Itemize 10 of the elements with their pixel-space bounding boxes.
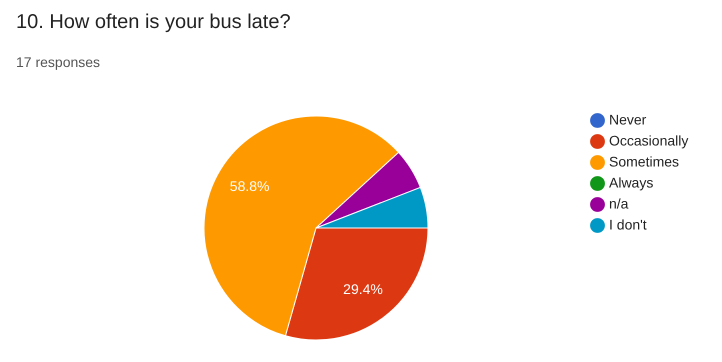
text: 17 responses xyxy=(16,54,100,70)
legend-label: Occasionally xyxy=(609,132,688,148)
legend-label: Sometimes xyxy=(609,154,680,170)
legend-label: I don't xyxy=(609,216,647,232)
legend-label: Always xyxy=(609,174,654,190)
data-label: 58.8% xyxy=(230,178,270,194)
legend-label: Never xyxy=(609,112,647,128)
legend-label: n/a xyxy=(609,196,629,212)
data-label: 29.4% xyxy=(343,281,383,298)
chart-title: 10. How often is your bus late? xyxy=(16,11,291,33)
